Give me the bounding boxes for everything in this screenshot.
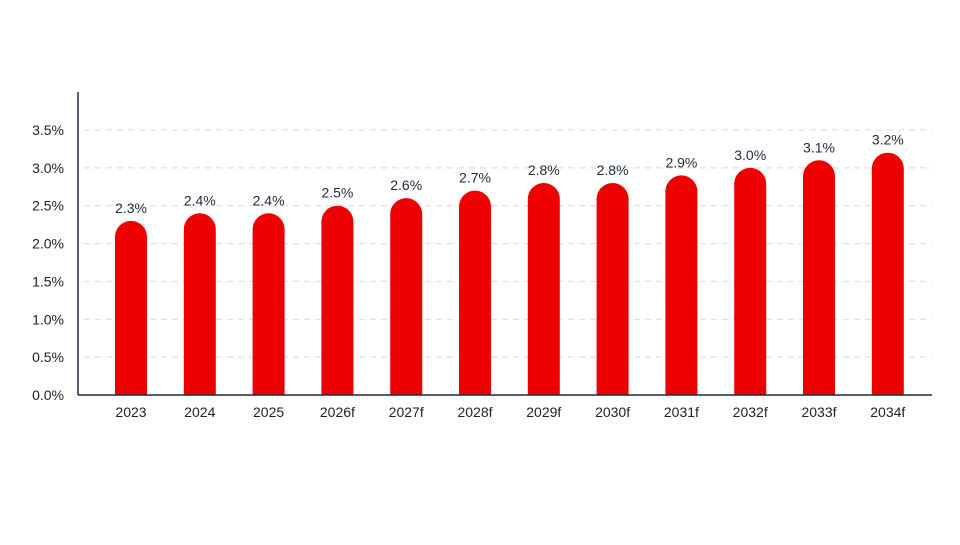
data-label: 2.6%	[390, 177, 422, 193]
axes	[77, 92, 932, 396]
bar-2025	[252, 213, 285, 395]
y-tick-label: 0.5%	[32, 349, 64, 365]
data-label: 2.7%	[459, 170, 491, 186]
y-tick-label: 1.0%	[32, 311, 64, 327]
bars	[115, 152, 904, 395]
data-labels: 2.3% 2.4% 2.4% 2.5% 2.6% 2.7% 2.8% 2.8% 2.9% 3.0%…	[115, 132, 904, 216]
bar-2027f	[390, 198, 423, 395]
data-label: 2.3%	[115, 200, 147, 216]
y-tick-label: 2.0%	[32, 236, 64, 252]
x-tick-label: 2027f	[389, 404, 424, 420]
bar-2029f	[527, 183, 560, 395]
bar-2033f	[803, 160, 835, 395]
x-tick-label: 2026f	[320, 404, 355, 420]
data-label: 2.4%	[253, 192, 285, 208]
data-label: 2.8%	[597, 162, 629, 178]
y-tick-labels: 0.0% 0.5% 1.0% 1.5% 2.0% 2.5% 3.0% 3.5%	[32, 122, 64, 403]
x-tick-label: 2034f	[870, 404, 905, 420]
x-tick-label: 2023	[115, 404, 146, 420]
gridlines	[84, 129, 932, 358]
x-tick-label: 2025	[253, 404, 284, 420]
bar-2030f	[596, 183, 629, 395]
x-tick-label: 2032f	[733, 404, 768, 420]
x-tick-labels: 2023 2024 2025 2026f 2027f 2028f 2029f 2030f 203…	[115, 404, 905, 420]
data-label: 2.5%	[321, 185, 353, 201]
bar-2023	[115, 220, 147, 395]
y-tick-label: 3.0%	[32, 160, 64, 176]
x-tick-label: 2029f	[526, 404, 561, 420]
bar-2034f	[871, 152, 904, 395]
data-label: 3.2%	[872, 132, 904, 148]
x-tick-label: 2031f	[664, 404, 699, 420]
x-tick-label: 2030f	[595, 404, 630, 420]
y-tick-label: 0.0%	[32, 387, 64, 403]
bar-2026f	[321, 205, 354, 395]
bar-2028f	[459, 190, 491, 395]
data-label: 2.4%	[184, 192, 216, 208]
data-label: 3.1%	[803, 139, 835, 155]
data-label: 2.8%	[528, 162, 560, 178]
x-tick-label: 2028f	[457, 404, 492, 420]
bar-2031f	[665, 175, 698, 395]
bar-2032f	[734, 167, 767, 395]
x-tick-label: 2033f	[801, 404, 836, 420]
data-label: 2.9%	[665, 154, 697, 170]
x-tick-label: 2024	[184, 404, 215, 420]
y-tick-label: 3.5%	[32, 122, 64, 138]
y-tick-label: 1.5%	[32, 273, 64, 289]
y-tick-label: 2.5%	[32, 198, 64, 214]
data-label: 3.0%	[734, 147, 766, 163]
bar-2024	[183, 213, 216, 395]
